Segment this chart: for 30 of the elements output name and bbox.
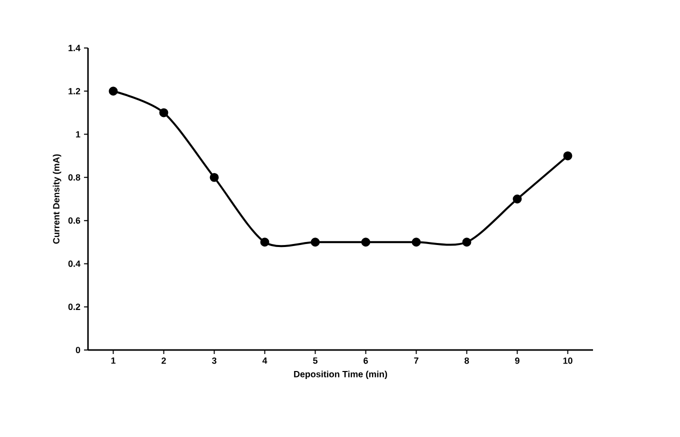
y-tick-label: 1.4: [68, 44, 80, 52]
point: [108, 86, 118, 96]
point: [462, 238, 472, 247]
x-tick-label: 9: [515, 358, 520, 364]
y-tick-label: 0: [76, 346, 80, 354]
point: [361, 238, 370, 247]
x-tick-label: 5: [313, 358, 318, 364]
point: [310, 238, 320, 247]
point: [159, 108, 168, 118]
x-tick-label: 8: [464, 358, 469, 364]
y-tick-label: 0.4: [68, 260, 80, 267]
point: [210, 172, 219, 182]
point: [563, 151, 572, 160]
point: [260, 238, 270, 247]
x-tick-label: 7: [414, 358, 418, 364]
y-tick-label: 0.2: [68, 304, 80, 310]
y-axis-title: Current Density (mA): [52, 154, 62, 244]
x-tick-label: 6: [364, 358, 368, 364]
x-tick-label: 2: [162, 358, 166, 364]
x-tick-label: 4: [262, 358, 268, 364]
x-tick-label: 3: [212, 358, 216, 364]
x-axis-title: Deposition Time (min): [294, 370, 388, 380]
y-tick-label: 0.6: [68, 217, 80, 224]
x-tick-label: 10: [563, 358, 572, 364]
y-tick-label: 1.2: [68, 88, 80, 94]
point: [512, 194, 522, 204]
y-tick-label: 0.8: [68, 174, 80, 181]
x-tick-label: 1: [111, 358, 116, 364]
point: [412, 238, 421, 247]
y-tick-label: 1: [76, 131, 80, 138]
